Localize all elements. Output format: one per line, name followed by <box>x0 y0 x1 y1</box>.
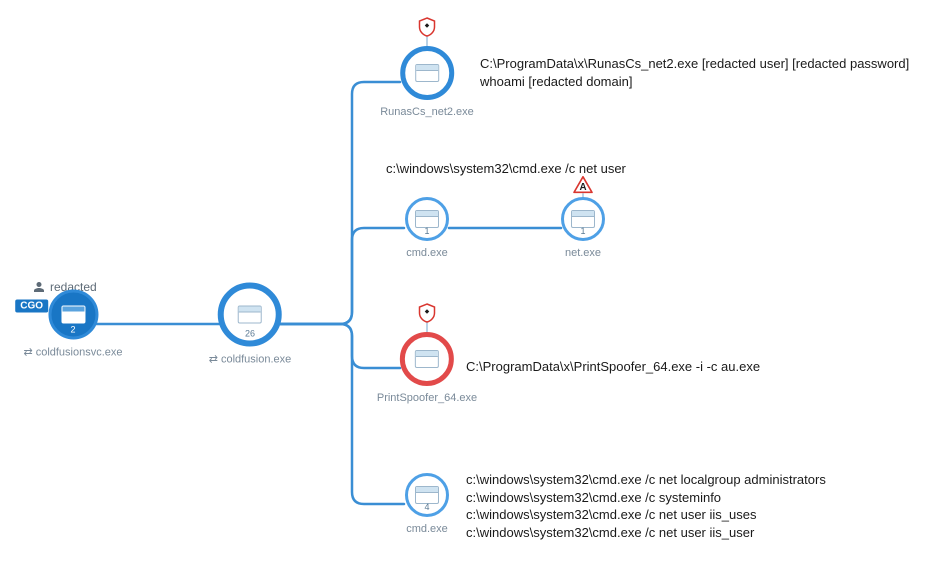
process-label: net.exe <box>565 247 601 259</box>
command-text-t4: c:\windows\system32\cmd.exe /c net local… <box>466 471 826 541</box>
threat-shield-icon <box>418 17 436 37</box>
process-circle[interactable]: 1 <box>405 197 449 241</box>
command-text-t3: C:\ProgramData\x\PrintSpoofer_64.exe -i … <box>466 358 760 376</box>
process-circle[interactable] <box>400 332 454 386</box>
sync-icon: ⇄ <box>209 353 218 366</box>
window-icon <box>61 306 85 324</box>
edge <box>278 228 404 324</box>
edge <box>278 82 400 324</box>
process-circle[interactable]: 1 <box>561 197 605 241</box>
command-text-t1: C:\ProgramData\x\RunasCs_net2.exe [redac… <box>480 55 909 90</box>
process-node-root[interactable]: 2 ⇄coldfusionsvc.exe <box>23 290 122 359</box>
window-icon <box>238 306 262 324</box>
process-node-coldfusion[interactable]: 26 ⇄coldfusion.exe <box>209 283 292 366</box>
process-node-cmd1[interactable]: 1 cmd.exe <box>405 197 449 259</box>
process-node-cmd2[interactable]: 4 cmd.exe <box>405 473 449 535</box>
threat-shield-icon <box>418 303 436 323</box>
command-text-t2: c:\windows\system32\cmd.exe /c net user <box>386 160 626 178</box>
sync-icon: ⇄ <box>23 346 32 359</box>
process-node-runascs[interactable]: RunasCs_net2.exe <box>380 46 474 118</box>
child-count: 1 <box>564 226 602 236</box>
process-node-printspoofer[interactable]: PrintSpoofer_64.exe <box>377 332 477 404</box>
svg-text:A: A <box>579 182 586 193</box>
window-icon <box>415 64 439 82</box>
child-count: 1 <box>408 226 446 236</box>
process-circle[interactable]: 26 <box>218 283 282 347</box>
child-count: 4 <box>408 502 446 512</box>
child-count: 2 <box>51 325 95 335</box>
process-circle[interactable]: 4 <box>405 473 449 517</box>
process-label: cmd.exe <box>406 247 448 259</box>
child-count: 26 <box>224 329 276 339</box>
process-label: RunasCs_net2.exe <box>380 106 474 118</box>
window-icon <box>415 350 439 368</box>
process-label: ⇄coldfusionsvc.exe <box>23 346 122 359</box>
process-label: PrintSpoofer_64.exe <box>377 392 477 404</box>
process-node-net[interactable]: 1 net.exe <box>561 197 605 259</box>
process-circle[interactable] <box>400 46 454 100</box>
warning-icon: A <box>573 176 593 194</box>
process-circle[interactable]: 2 <box>48 290 98 340</box>
process-label: ⇄coldfusion.exe <box>209 353 292 366</box>
process-label: cmd.exe <box>406 523 448 535</box>
